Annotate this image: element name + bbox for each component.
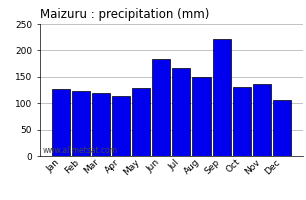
Text: Maizuru : precipitation (mm): Maizuru : precipitation (mm) (40, 8, 209, 21)
Bar (192, 77, 211, 156)
Bar (213, 39, 231, 156)
Bar (52, 89, 70, 156)
Bar (92, 93, 110, 156)
Bar (273, 100, 291, 156)
Bar (72, 91, 90, 156)
Text: www.allmetsat.com: www.allmetsat.com (43, 146, 118, 155)
Bar (233, 87, 251, 156)
Bar (132, 88, 150, 156)
Bar (172, 68, 190, 156)
Bar (253, 84, 271, 156)
Bar (152, 59, 170, 156)
Bar (112, 96, 130, 156)
